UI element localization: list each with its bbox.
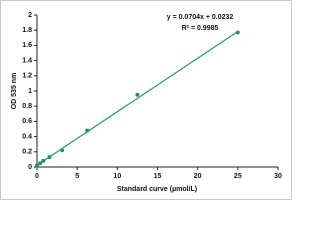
data-point bbox=[35, 163, 39, 168]
trendline bbox=[36, 30, 239, 166]
trendline-r2: R² = 0.9985 bbox=[182, 25, 219, 32]
chart-border bbox=[0, 0, 292, 200]
x-tick-label: 15 bbox=[154, 173, 162, 180]
x-tick-label: 30 bbox=[274, 173, 282, 180]
y-tick-label: 1 bbox=[28, 88, 32, 95]
y-tick-label: 1.8 bbox=[22, 27, 32, 34]
x-tick-label: 10 bbox=[113, 173, 121, 180]
x-tick-label: 25 bbox=[234, 173, 242, 180]
data-point bbox=[235, 30, 240, 35]
x-tick-label: 20 bbox=[194, 173, 202, 180]
trendline-equation: y = 0.0704x + 0.0232 bbox=[167, 14, 234, 21]
data-point bbox=[60, 148, 65, 153]
data-point bbox=[85, 128, 90, 133]
data-point bbox=[41, 158, 46, 163]
y-tick-label: 0 bbox=[28, 164, 32, 171]
y-axis-label: OD 535 nm bbox=[11, 73, 18, 110]
y-tick-label: 0.8 bbox=[22, 103, 32, 110]
data-point bbox=[38, 161, 43, 166]
y-tick-label: 2 bbox=[28, 12, 32, 19]
x-tick-label: 0 bbox=[35, 173, 39, 180]
y-tick-label: 0.6 bbox=[22, 118, 32, 125]
y-tick-label: 0.2 bbox=[22, 149, 32, 156]
y-tick-label: 1.6 bbox=[22, 42, 32, 49]
y-tick-label: 0.4 bbox=[22, 133, 32, 140]
data-point bbox=[47, 155, 52, 160]
chart: OD 535 nm Standard curve (µmol/L) y = 0.… bbox=[0, 0, 292, 200]
y-tick-label: 1.4 bbox=[22, 57, 32, 64]
x-tick-label: 5 bbox=[75, 173, 79, 180]
y-tick-label: 1.2 bbox=[22, 73, 32, 80]
data-point bbox=[135, 92, 140, 97]
x-axis-label: Standard curve (µmol/L) bbox=[117, 186, 197, 193]
